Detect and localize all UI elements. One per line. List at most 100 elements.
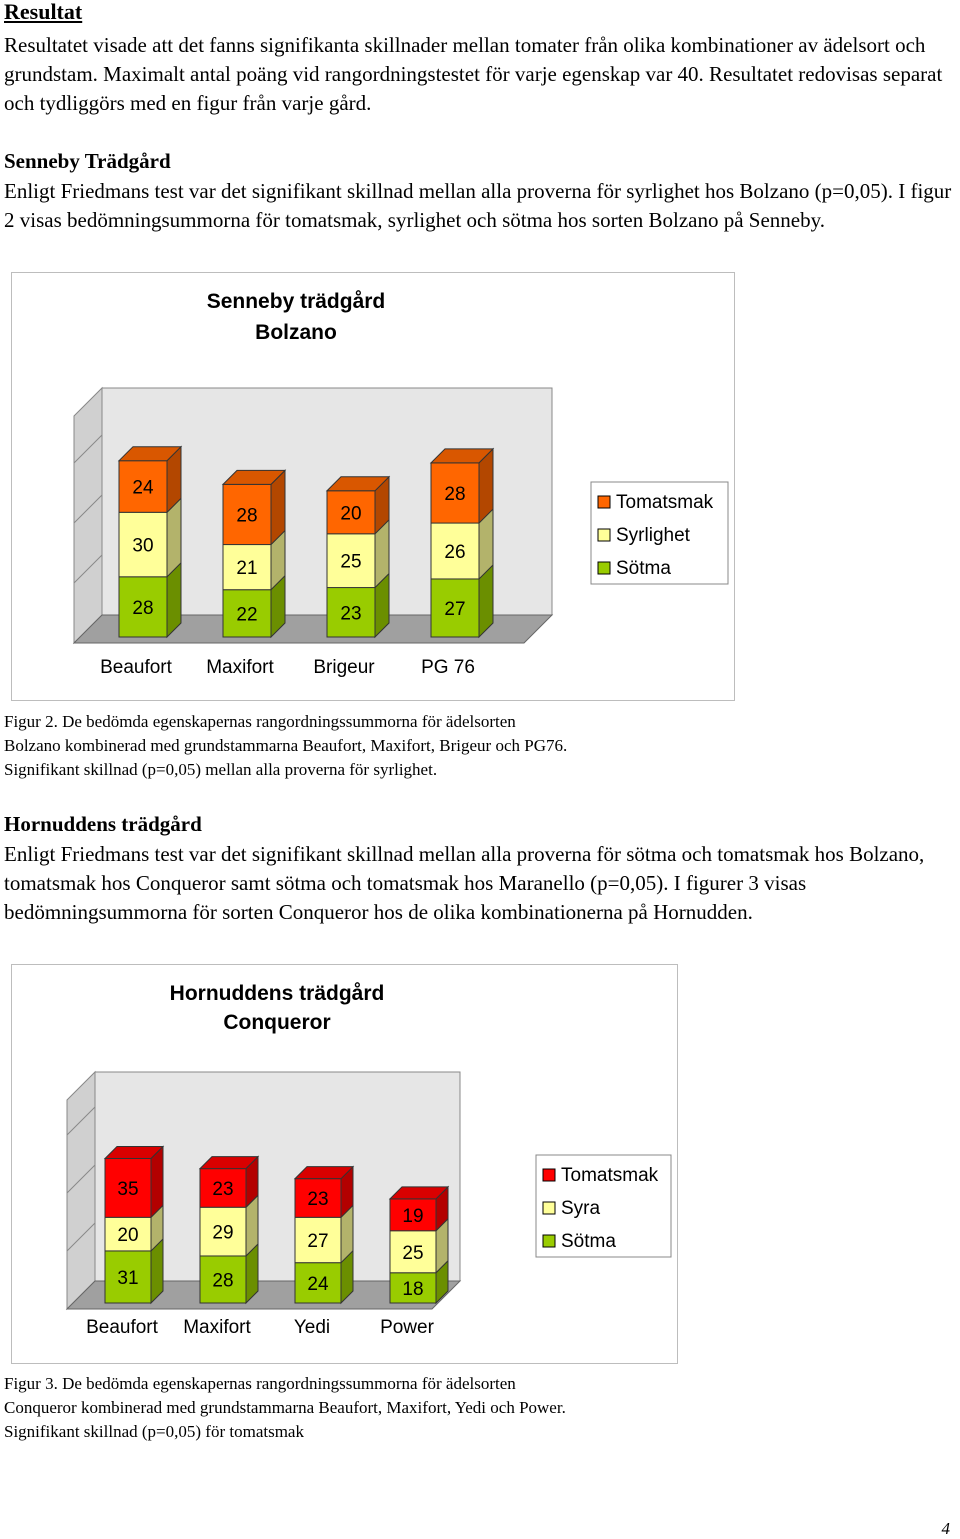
chart1-bar-segment: [118, 576, 168, 638]
chart1-data-label: 23: [340, 603, 361, 624]
chart2-legend: [535, 1154, 672, 1258]
chart2-data-label: 35: [117, 1179, 138, 1200]
chart1-data-label: 27: [444, 599, 465, 620]
chart2-data-label: 18: [402, 1279, 423, 1300]
chart2-bar-segment: [104, 1158, 152, 1218]
chart1-data-label: 22: [236, 604, 257, 625]
chart1-bar-segment: [118, 511, 168, 578]
chart2-data-label: 20: [117, 1225, 138, 1246]
chart1-bar-top: [429, 448, 495, 464]
chart2-bar-top: [388, 1186, 450, 1200]
chart1-legend-label: Tomatsmak: [616, 492, 714, 513]
senneby-chart: Senneby trädgård Bolzano 28 30 24 Beaufort 2…: [11, 272, 735, 701]
chart2-legend-label: Tomatsmak: [561, 1165, 659, 1186]
chart1-category-label: Beaufort: [100, 657, 173, 678]
chart2-data-label: 28: [212, 1270, 233, 1291]
chart2-data-label: 27: [307, 1231, 328, 1252]
chart2-bar-top: [103, 1146, 165, 1160]
chart1-bar-segment: [430, 578, 480, 638]
figure2-caption-line3: Signifikant skillnad (p=0,05) mellan all…: [4, 760, 438, 779]
chart1-bar-segment: [326, 533, 376, 589]
chart1-plot: 28 30 24 Beaufort 22 21 28 Maxifort 23 25 20 Brigeu…: [72, 386, 729, 678]
chart2-bar-segment: [104, 1250, 152, 1304]
chart2-wall-line: [66, 1164, 96, 1194]
chart2-legend-label: Sötma: [561, 1231, 616, 1252]
chart1-side-wall: [73, 386, 103, 645]
chart2-bar-segment: [389, 1230, 437, 1274]
chart1-data-label: 26: [444, 542, 465, 563]
chart2-category-label: Beaufort: [86, 1317, 159, 1338]
chart2-category-label: Maxifort: [183, 1317, 251, 1338]
figure3-caption-line1: Figur 3. De bedömda egenskapernas rangor…: [4, 1374, 516, 1393]
senneby-paragraph: Enligt Friedmans test var det signifikan…: [4, 179, 952, 232]
chart2-data-label: 23: [212, 1179, 233, 1200]
chart1-title: Senneby trädgård Bolzano: [182, 286, 410, 348]
chart1-wall-line: [73, 554, 103, 584]
chart2-category-label: Power: [380, 1317, 435, 1338]
chart1-legend-swatch: [597, 561, 611, 575]
chart1-data-label: 28: [236, 505, 257, 526]
chart2-data-label: 29: [212, 1223, 233, 1244]
chart1-category-label: Brigeur: [313, 657, 375, 678]
chart1-legend-label: Syrlighet: [616, 525, 691, 546]
figure3-caption-line3: Signifikant skillnad (p=0,05) för tomats…: [4, 1422, 304, 1441]
senneby-heading: Senneby Trädgård: [4, 149, 171, 173]
figure3-caption-line2: Conqueror kombinerad med grundstammarna …: [4, 1398, 566, 1417]
chart2-data-label: 31: [117, 1268, 138, 1289]
chart1-wall-line: [73, 434, 103, 464]
hornudden-chart: Hornuddens trädgård Conqueror 31 20 35 Beau…: [11, 964, 678, 1364]
chart2-bar-segment: [389, 1198, 437, 1232]
chart2-data-label: 25: [402, 1243, 423, 1264]
chart2-data-label: 23: [307, 1189, 328, 1210]
chart2-title-line1: Hornuddens trädgård: [169, 982, 385, 1005]
chart2-title-line2: Conqueror: [223, 1011, 331, 1034]
chart2-plot: 31 20 35 Beaufort 28 29 23 Maxifort 24 27 23 Yedi 18…: [65, 1070, 672, 1338]
chart1-bar-top: [117, 446, 183, 462]
chart1-wall-line: [73, 494, 103, 524]
chart1-data-label: 25: [340, 552, 361, 573]
chart2-side-wall: [66, 1070, 96, 1311]
section-title: Resultat: [4, 0, 83, 24]
chart2-legend-label: Syra: [561, 1198, 601, 1219]
chart1-legend-swatch: [597, 528, 611, 542]
chart1-data-label: 28: [132, 598, 153, 619]
chart1-legend: [590, 481, 729, 585]
intro-paragraph: Resultatet visade att det fanns signifik…: [4, 33, 943, 115]
chart2-bar-segment: [294, 1262, 342, 1304]
chart2-wall-line: [66, 1106, 96, 1136]
chart1-data-label: 28: [444, 484, 465, 505]
hornudden-heading: Hornuddens trädgård: [4, 812, 202, 836]
chart2-bar-top: [293, 1166, 355, 1180]
chart2-category-label: Yedi: [294, 1317, 330, 1338]
chart1-title-line2: Bolzano: [255, 321, 337, 344]
chart2-title: Hornuddens trädgård Conqueror: [142, 979, 412, 1037]
page-number: 4: [941, 1519, 951, 1538]
chart1-bar-segment: [222, 483, 272, 546]
chart2-bar-segment: [104, 1216, 152, 1252]
chart2-legend-swatch: [542, 1168, 556, 1182]
chart1-data-label: 21: [236, 558, 257, 579]
chart1-category-label: Maxifort: [206, 657, 274, 678]
chart2-legend-swatch: [542, 1234, 556, 1248]
figure2-caption-line2: Bolzano kombinerad med grundstammarna Be…: [4, 736, 568, 755]
chart2-wall-line: [66, 1222, 96, 1252]
chart1-legend-label: Sötma: [616, 558, 671, 579]
chart1-bar-segment: [118, 460, 168, 513]
chart1-legend-swatch: [597, 495, 611, 509]
chart2-data-label: 24: [307, 1274, 329, 1295]
chart2-data-label: 19: [402, 1206, 423, 1227]
figure2-caption-line1: Figur 2. De bedömda egenskapernas rangor…: [4, 712, 516, 731]
figure2-caption: Figur 2. De bedömda egenskapernas rangor…: [4, 710, 944, 782]
chart1-bar-segment: [326, 587, 376, 638]
chart2-bar-top: [198, 1156, 260, 1170]
chart1-bar-top: [325, 476, 391, 492]
figure3-caption: Figur 3. De bedömda egenskapernas rangor…: [4, 1372, 944, 1444]
chart1-bar-top: [221, 469, 287, 485]
chart2-floor: [65, 1280, 462, 1310]
hornudden-paragraph: Enligt Friedmans test var det signifikan…: [4, 842, 925, 924]
chart1-data-label: 20: [340, 503, 361, 524]
chart2-bar-segment: [199, 1168, 247, 1208]
chart1-title-line1: Senneby trädgård: [206, 290, 386, 313]
chart1-data-label: 30: [132, 536, 153, 557]
chart2-legend-swatch: [542, 1201, 556, 1215]
